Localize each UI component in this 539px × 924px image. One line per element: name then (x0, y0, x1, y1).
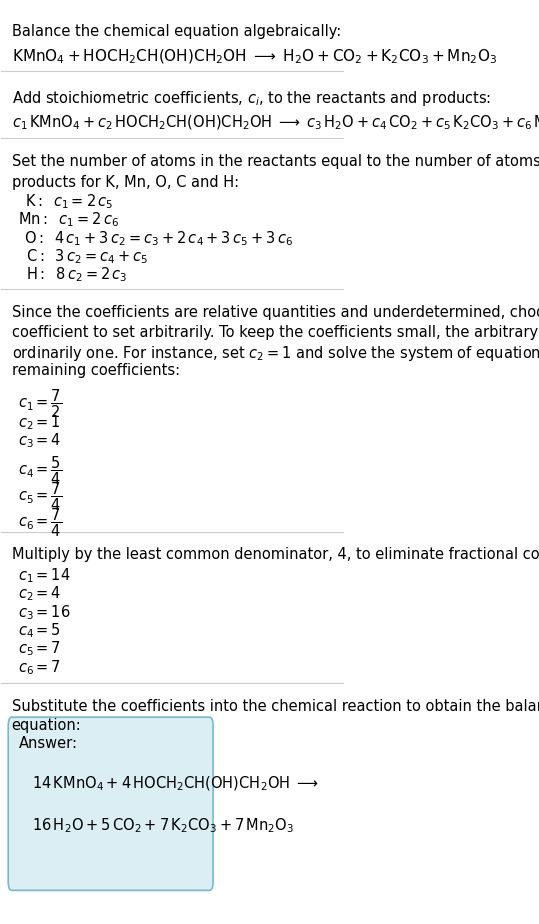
Text: Substitute the coefficients into the chemical reaction to obtain the balanced: Substitute the coefficients into the che… (12, 699, 539, 713)
Text: $c_1 = \dfrac{7}{2}$: $c_1 = \dfrac{7}{2}$ (18, 387, 63, 419)
Text: remaining coefficients:: remaining coefficients: (12, 363, 179, 379)
Text: Balance the chemical equation algebraically:: Balance the chemical equation algebraica… (12, 24, 341, 40)
Text: $c_3 = 4$: $c_3 = 4$ (18, 432, 62, 450)
Text: Multiply by the least common denominator, 4, to eliminate fractional coefficient: Multiply by the least common denominator… (12, 547, 539, 562)
Text: Set the number of atoms in the reactants equal to the number of atoms in the: Set the number of atoms in the reactants… (12, 154, 539, 169)
Text: equation:: equation: (12, 718, 81, 733)
Text: products for K, Mn, O, C and H:: products for K, Mn, O, C and H: (12, 175, 239, 189)
Text: $c_2 = 1$: $c_2 = 1$ (18, 413, 61, 432)
Text: $14\,\mathrm{KMnO_4} + 4\,\mathrm{HOCH_2CH(OH)CH_2OH} \;\longrightarrow$: $14\,\mathrm{KMnO_4} + 4\,\mathrm{HOCH_2… (32, 774, 319, 793)
Text: Since the coefficients are relative quantities and underdetermined, choose a: Since the coefficients are relative quan… (12, 306, 539, 321)
Text: $c_6 = 7$: $c_6 = 7$ (18, 658, 61, 677)
Text: $\mathrm{H:}\;\; 8\,c_2 = 2\,c_3$: $\mathrm{H:}\;\; 8\,c_2 = 2\,c_3$ (26, 266, 128, 285)
Text: Answer:: Answer: (18, 736, 78, 750)
Text: $c_5 = 7$: $c_5 = 7$ (18, 639, 61, 659)
Text: $16\,\mathrm{H_2O} + 5\,\mathrm{CO_2} + 7\,\mathrm{K_2CO_3} + 7\,\mathrm{Mn_2O_3: $16\,\mathrm{H_2O} + 5\,\mathrm{CO_2} + … (32, 817, 294, 835)
Text: $c_4 = \dfrac{5}{4}$: $c_4 = \dfrac{5}{4}$ (18, 455, 63, 487)
Text: $\mathrm{Mn:}\;\; c_1 = 2\,c_6$: $\mathrm{Mn:}\;\; c_1 = 2\,c_6$ (18, 211, 120, 229)
Text: $c_4 = 5$: $c_4 = 5$ (18, 621, 61, 640)
Text: ordinarily one. For instance, set $c_2 = 1$ and solve the system of equations fo: ordinarily one. For instance, set $c_2 =… (12, 344, 539, 363)
Text: coefficient to set arbitrarily. To keep the coefficients small, the arbitrary va: coefficient to set arbitrarily. To keep … (12, 324, 539, 340)
Text: $c_6 = \dfrac{7}{4}$: $c_6 = \dfrac{7}{4}$ (18, 506, 63, 539)
Text: $c_1\,\mathrm{KMnO_4} + c_2\,\mathrm{HOCH_2CH(OH)CH_2OH} \;\longrightarrow\; c_3: $c_1\,\mathrm{KMnO_4} + c_2\,\mathrm{HOC… (12, 114, 539, 132)
Text: $\mathrm{C:}\;\; 3\,c_2 = c_4 + c_5$: $\mathrm{C:}\;\; 3\,c_2 = c_4 + c_5$ (26, 248, 148, 266)
Text: $c_5 = \dfrac{7}{4}$: $c_5 = \dfrac{7}{4}$ (18, 480, 63, 513)
FancyBboxPatch shape (8, 717, 213, 891)
Text: $c_3 = 16$: $c_3 = 16$ (18, 603, 71, 622)
Text: $c_1 = 14$: $c_1 = 14$ (18, 566, 71, 585)
Text: $c_2 = 4$: $c_2 = 4$ (18, 585, 62, 603)
Text: $\mathrm{O:}\;\; 4\,c_1 + 3\,c_2 = c_3 + 2\,c_4 + 3\,c_5 + 3\,c_6$: $\mathrm{O:}\;\; 4\,c_1 + 3\,c_2 = c_3 +… (24, 229, 293, 248)
Text: $\mathrm{KMnO_4 + HOCH_2CH(OH)CH_2OH \;\longrightarrow\; H_2O + CO_2 + K_2CO_3 +: $\mathrm{KMnO_4 + HOCH_2CH(OH)CH_2OH \;\… (12, 47, 497, 66)
Text: $\mathrm{K:}\;\; c_1 = 2\,c_5$: $\mathrm{K:}\;\; c_1 = 2\,c_5$ (25, 192, 114, 211)
Text: Add stoichiometric coefficients, $c_i$, to the reactants and products:: Add stoichiometric coefficients, $c_i$, … (12, 89, 491, 108)
